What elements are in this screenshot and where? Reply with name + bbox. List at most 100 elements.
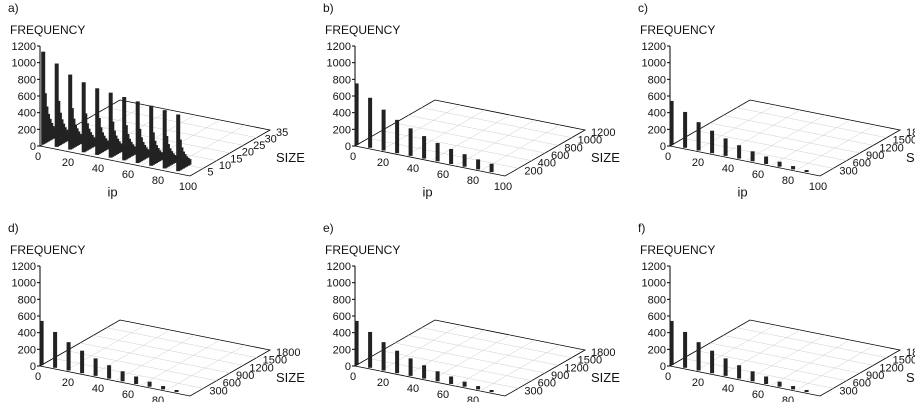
panel-label: b) [323,1,334,15]
x-tick-label: 20 [692,157,704,169]
z-tick-label: 800 [648,294,666,306]
x-tick-label: 80 [782,395,794,402]
z-tick-label: 600 [333,91,351,103]
y-tick-label: 1800 [276,347,300,359]
bar [134,376,139,384]
panel-label: f) [638,221,645,235]
bar [395,119,400,154]
floor-grid-line [106,327,257,358]
x-tick-label: 0 [350,151,356,163]
y-tick-label: 800 [564,142,582,154]
bar [135,101,140,164]
bar [683,111,688,148]
bar [476,386,481,390]
x-tick-label: 60 [122,389,134,401]
panel-label: e) [323,221,334,235]
y-tick-label: 1800 [906,127,915,139]
x-tick-label: 60 [437,169,449,181]
bar [161,386,166,390]
chart-panel-f: f) FREQUENCY 0 200 400 600 800 1000 1200 0 20 40 60 8… [638,221,915,407]
z-tick-label: 0 [30,141,36,153]
x-tick-label: 80 [152,175,164,187]
bar [39,320,44,366]
y-tick-label: 1800 [906,347,915,359]
y-tick-label: 600 [853,378,871,390]
y-tick-label: 1800 [591,347,615,359]
z-tick-label: 800 [18,74,36,86]
y-tick-label: 200 [524,165,542,177]
z-tick-label: 1200 [12,261,36,273]
y-axis-title: SIZE [276,150,305,165]
z-tick-label: 600 [18,311,36,323]
bar [354,83,359,146]
x-tick-label: 0 [35,371,41,383]
x-tick-label: 20 [377,377,389,389]
y-tick-label: 300 [209,385,227,397]
y-axis-title: SIZE [906,150,915,165]
y-tick-label: 1000 [578,135,602,147]
bar [108,92,113,158]
bar [449,376,454,384]
bar [737,145,742,159]
bar [489,163,494,173]
y-tick-label: 20 [242,147,254,159]
bar [176,114,181,172]
bar [683,331,688,368]
z-tick-label: 0 [660,361,666,373]
x-axis-title: ip [422,185,432,200]
bar [804,169,809,173]
z-tick-label: 0 [660,141,666,153]
y-tick-label: 1500 [263,355,287,367]
z-axis-title: FREQUENCY [640,23,715,37]
bar [710,130,715,154]
z-tick-label: 1000 [642,278,666,290]
x-tick-label: 40 [722,163,734,175]
y-tick-label: 1200 [591,127,615,139]
floor-grid-line [106,107,257,138]
y-tick-label: 900 [551,370,569,382]
x-tick-label: 80 [782,175,794,187]
z-tick-label: 800 [648,74,666,86]
bar [395,350,400,374]
chart-panel-c: c) FREQUENCY 0 200 400 600 800 1000 1200 0 20 40 60 8… [638,1,915,200]
z-axis-title: FREQUENCY [10,243,85,257]
bar [368,97,373,148]
floor-grid-line [736,107,887,138]
x-tick-label: 20 [62,377,74,389]
bar [81,82,86,153]
z-tick-label: 1200 [642,41,666,53]
y-axis-title: SIZE [591,150,620,165]
bar [408,358,413,376]
bar [777,161,782,167]
bar [435,371,440,382]
x-tick-label: 100 [179,181,197,193]
bar [737,365,742,379]
bar [669,100,674,146]
y-tick-label: 900 [866,370,884,382]
x-tick-label: 40 [407,383,419,395]
z-tick-label: 1200 [12,41,36,53]
chart-panel-d: d) FREQUENCY 0 200 400 600 800 1000 1200 0 20 40 60 8… [8,221,305,407]
z-axis-title: FREQUENCY [10,23,85,37]
bar [750,151,755,162]
x-tick-label: 80 [467,175,479,187]
bar [354,320,359,366]
chart-panel-a: a) FREQUENCY 0 200 400 600 800 1000 1200 0 20 40 60 8… [8,1,305,200]
z-tick-label: 1200 [642,261,666,273]
bar [122,97,127,161]
x-tick-label: 60 [437,389,449,401]
x-tick-label: 60 [122,169,134,181]
y-tick-label: 35 [276,127,288,139]
x-tick-label: 0 [665,151,671,163]
bar [147,381,152,387]
panel-label: a) [8,1,19,15]
x-tick-label: 20 [692,377,704,389]
bar [449,148,454,164]
z-tick-label: 400 [18,108,36,120]
x-tick-label: 80 [467,395,479,402]
panel-label: c) [638,1,648,15]
bar [764,376,769,384]
bar [162,110,167,169]
bar [53,331,58,368]
